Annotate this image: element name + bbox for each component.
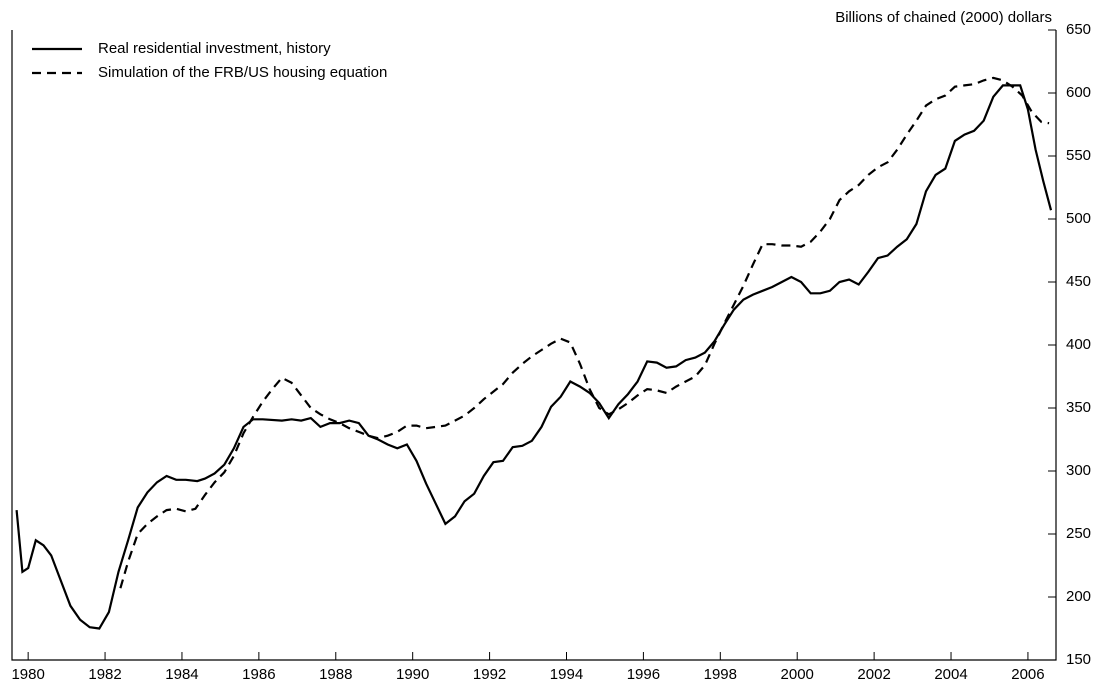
y-tick-label: 600 xyxy=(1066,84,1091,101)
x-tick-label: 1982 xyxy=(88,666,121,683)
x-tick-label: 1984 xyxy=(165,666,198,683)
y-tick-label: 400 xyxy=(1066,336,1091,353)
y-tick-label: 650 xyxy=(1066,21,1091,38)
y-tick-label: 450 xyxy=(1066,273,1091,290)
x-tick-label: 1980 xyxy=(11,666,44,683)
y-axis-label: Billions of chained (2000) dollars xyxy=(835,9,1052,26)
y-tick-label: 150 xyxy=(1066,651,1091,668)
x-tick-label: 2004 xyxy=(934,666,967,683)
y-tick-label: 550 xyxy=(1066,147,1091,164)
x-tick-label: 2000 xyxy=(781,666,814,683)
x-tick-label: 1998 xyxy=(704,666,737,683)
x-tick-label: 1986 xyxy=(242,666,275,683)
y-tick-label: 200 xyxy=(1066,588,1091,605)
legend-label: Real residential investment, history xyxy=(98,40,331,57)
legend-label: Simulation of the FRB/US housing equatio… xyxy=(98,64,387,81)
y-tick-label: 300 xyxy=(1066,462,1091,479)
x-tick-label: 2002 xyxy=(857,666,890,683)
series-line xyxy=(15,84,1053,630)
x-tick-label: 1992 xyxy=(473,666,506,683)
y-tick-label: 350 xyxy=(1066,399,1091,416)
x-tick-label: 1996 xyxy=(627,666,660,683)
y-tick-label: 500 xyxy=(1066,210,1091,227)
x-tick-label: 1988 xyxy=(319,666,352,683)
x-tick-label: 1990 xyxy=(396,666,429,683)
series-line xyxy=(119,76,1050,589)
y-tick-label: 250 xyxy=(1066,525,1091,542)
axis-frame xyxy=(11,30,1057,661)
x-tick-label: 1994 xyxy=(550,666,583,683)
x-tick-label: 2006 xyxy=(1011,666,1044,683)
